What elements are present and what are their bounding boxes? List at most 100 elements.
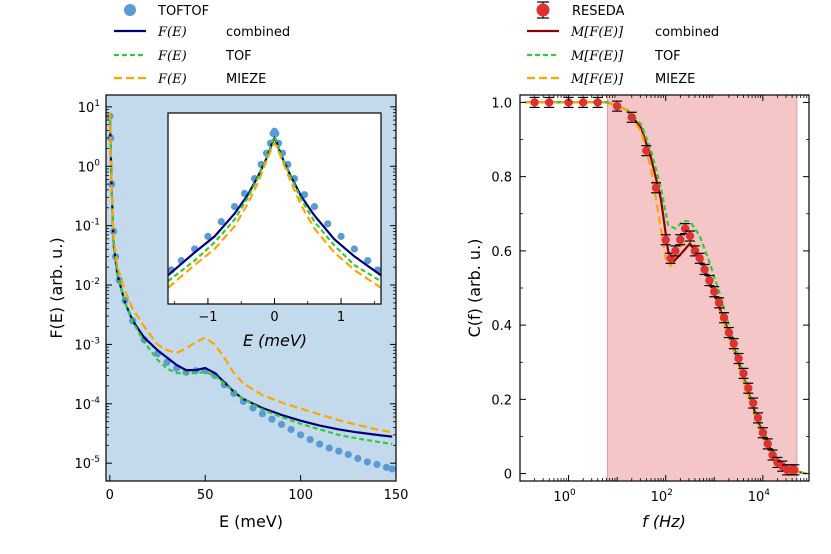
left-ytick-label-exp: -3: [91, 336, 100, 346]
toftof-point: [287, 425, 295, 434]
reseda-point: [719, 313, 729, 322]
toftof-point: [277, 420, 286, 428]
legend-right-mieze-symbol: M[F(E)]: [570, 72, 624, 87]
left-xtick-label: 100: [288, 488, 313, 503]
left-ylabel: F(E) (arb. u.): [47, 237, 66, 338]
inset-toftof-point: [272, 129, 280, 138]
left-series-mieze: [108, 112, 393, 434]
reseda-point: [705, 276, 714, 285]
reseda-point: [612, 101, 622, 111]
toftof-point: [373, 460, 381, 469]
right-xtick-label-exp: 4: [764, 488, 770, 498]
reseda-point: [763, 439, 772, 449]
left-ytick-label: 100: [78, 158, 101, 175]
inset-toftof-point: [217, 218, 225, 226]
left-ytick-label-base: 10: [74, 279, 91, 294]
right-ytick-label: 0.6: [491, 245, 512, 260]
left-ytick-label: 10-3: [74, 336, 100, 353]
left-ytick-label: 101: [78, 99, 100, 116]
inset-xtick-label: 0: [270, 310, 278, 325]
right-xlabel: f (Hz): [642, 512, 686, 531]
right-ylabel: C(f) (arb. u.): [465, 239, 484, 338]
right-xtick-label-base: 10: [553, 490, 570, 505]
reseda-point: [642, 146, 651, 155]
right-xtick-label: 102: [651, 488, 673, 505]
toftof-point: [335, 447, 343, 455]
right-xtick-label-exp: 2: [667, 488, 673, 498]
reseda-point: [714, 298, 724, 308]
toftof-point: [382, 463, 391, 471]
reseda-point: [544, 98, 554, 107]
inset-toftof-point: [364, 256, 372, 265]
inset-xlabel-text: E (meV): [243, 331, 307, 350]
left-xtick-label: 50: [197, 488, 214, 503]
left-ytick-label-exp: -4: [91, 396, 100, 406]
legend-reseda-label: RESEDA: [572, 4, 624, 19]
right-xtick-label-base: 10: [748, 490, 765, 505]
right-ytick-label: 0.4: [491, 319, 512, 334]
inset-toftof-point: [310, 202, 319, 211]
reseda-point: [627, 113, 636, 122]
left-ytick-label-exp: -2: [91, 277, 100, 287]
reseda-point: [753, 413, 763, 423]
inset-toftof-point: [324, 220, 332, 228]
right-shaded-region: [606, 94, 798, 482]
reseda-point: [734, 354, 743, 363]
left-ytick-label-base: 10: [78, 101, 95, 116]
toftof-point: [316, 440, 324, 448]
reseda-point: [700, 265, 709, 274]
legend-mieze-label: MIEZE: [226, 72, 266, 87]
toftof-point: [354, 454, 362, 463]
toftof-point: [325, 444, 333, 452]
left-ytick-label-base: 10: [78, 160, 95, 175]
right-xtick-label: 104: [748, 488, 771, 505]
left-ytick-label-exp: -5: [91, 455, 100, 465]
inset-xtick-label: −1: [198, 310, 217, 325]
reseda-point: [564, 98, 573, 107]
reseda-point: [724, 328, 734, 337]
inset-plot: −1 0 1 E (meV): [167, 112, 382, 350]
reseda-point: [739, 369, 748, 378]
left-xlabel: E (meV): [219, 512, 283, 531]
right-xtick-label-exp: 0: [570, 488, 576, 498]
left-ytick-label-base: 10: [74, 338, 91, 353]
reseda-point: [578, 98, 588, 107]
inset-ticks: −1 0 1: [174, 298, 375, 325]
inset-data-layer: [167, 127, 382, 289]
toftof-point: [344, 450, 352, 459]
left-ytick-label: 10-2: [74, 277, 100, 294]
toftof-point: [297, 431, 305, 439]
right-xtick-label-base: 10: [651, 490, 668, 505]
reseda-point: [676, 235, 685, 244]
reseda-point: [593, 98, 602, 107]
reseda-point: [695, 254, 704, 263]
toftof-point: [388, 465, 396, 473]
right-ytick-label: 1.0: [491, 96, 512, 111]
left-ytick-label-exp: -1: [91, 218, 100, 228]
left-ytick-label-exp: 1: [94, 99, 100, 109]
reseda-point: [530, 98, 539, 107]
left-series-combined: [108, 112, 393, 438]
toftof-point: [230, 389, 238, 397]
toftof-point: [268, 415, 276, 423]
reseda-point: [744, 384, 753, 393]
right-xlabel-text: f (Hz): [642, 512, 686, 531]
right-data-layer: [524, 96, 807, 476]
left-legend: TOFTOF F(E) combined F(E) TOF F(E) MIEZE: [114, 4, 290, 87]
left-ytick-label-base: 10: [74, 398, 91, 413]
legend-reseda-marker: [536, 3, 550, 17]
left-xtick-label: 150: [384, 488, 409, 503]
left-ytick-label: 10-5: [74, 455, 100, 472]
reseda-point: [661, 235, 670, 244]
legend-right-tof-label: TOF: [654, 49, 681, 64]
legend-toftof-label: TOFTOF: [157, 4, 209, 19]
toftof-point: [306, 435, 314, 444]
toftof-point: [163, 358, 171, 366]
right-xtick-label: 100: [553, 488, 576, 505]
toftof-point: [363, 458, 371, 466]
toftof-point: [258, 410, 267, 418]
